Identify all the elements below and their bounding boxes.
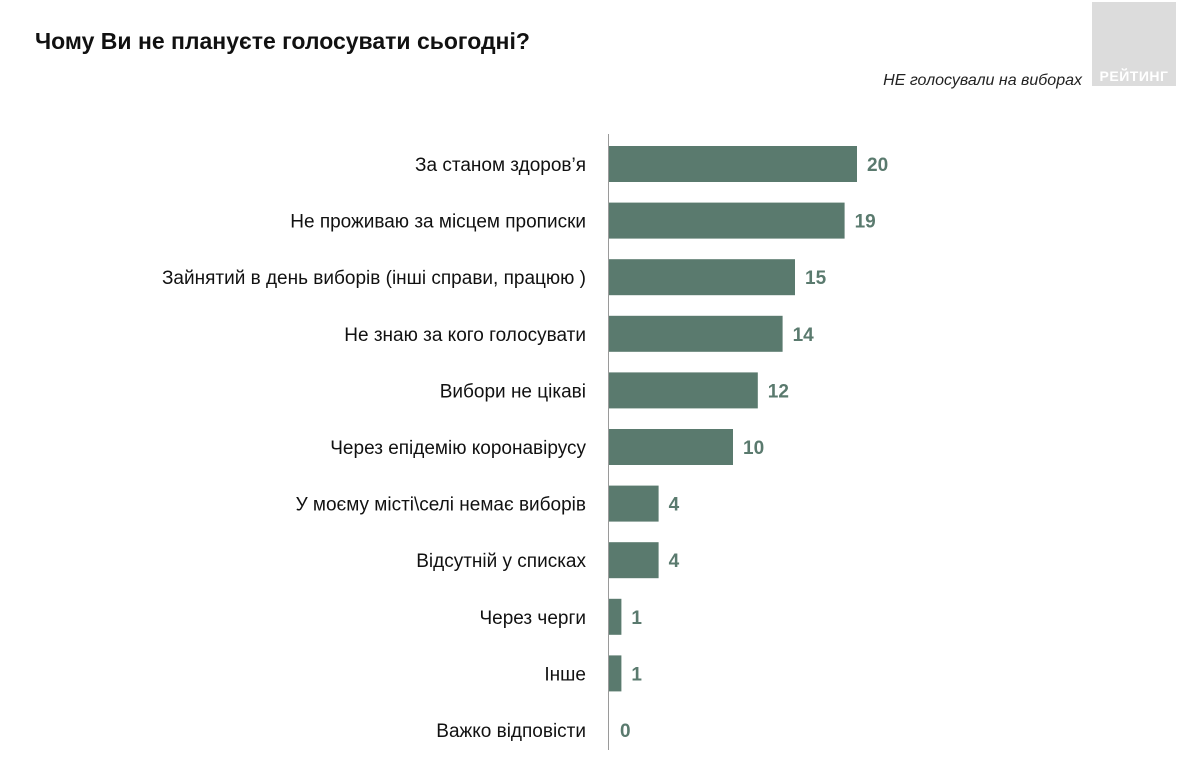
category-label: У моєму місті\селі немає виборів: [296, 495, 586, 516]
bar: [609, 202, 845, 239]
value-label: 0: [620, 721, 631, 742]
value-label: 15: [805, 268, 827, 289]
value-label: 4: [669, 495, 680, 516]
bar: [609, 655, 622, 692]
bar: [609, 372, 758, 409]
value-label: 10: [743, 438, 764, 459]
value-label: 1: [631, 608, 642, 629]
rating-logo: РЕЙТИНГ: [1092, 2, 1176, 86]
bar: [609, 598, 622, 635]
category-label: Вибори не цікаві: [440, 381, 586, 402]
chart-title: Чому Ви не плануєте голосувати сьогодні?: [35, 28, 530, 54]
chart-subtitle: НЕ голосували на виборах: [883, 72, 1082, 89]
category-label: За станом здоров’я: [415, 155, 586, 176]
bar: [609, 429, 733, 465]
category-label: Відсутній у списках: [416, 551, 586, 572]
logo-text: РЕЙТИНГ: [1099, 68, 1169, 84]
category-label: Інше: [544, 664, 586, 685]
value-label: 19: [855, 212, 876, 233]
bar: [609, 146, 857, 182]
bar: [609, 315, 783, 352]
category-label: Через епідемію коронавірусу: [330, 438, 586, 459]
bar: [609, 259, 795, 296]
category-label: Через черги: [479, 608, 586, 629]
value-label: 4: [669, 551, 680, 572]
value-label: 14: [793, 325, 815, 346]
value-label: 1: [631, 664, 642, 685]
category-label: Не знаю за кого голосувати: [344, 325, 586, 346]
category-label: Зайнятий в день виборів (інші справи, пр…: [162, 268, 586, 289]
bar: [609, 542, 659, 579]
value-label: 12: [768, 381, 789, 402]
category-label: Важко відповісти: [436, 721, 586, 742]
value-label: 20: [867, 155, 888, 176]
category-label: Не проживаю за місцем прописки: [290, 212, 586, 233]
bar: [609, 485, 659, 522]
